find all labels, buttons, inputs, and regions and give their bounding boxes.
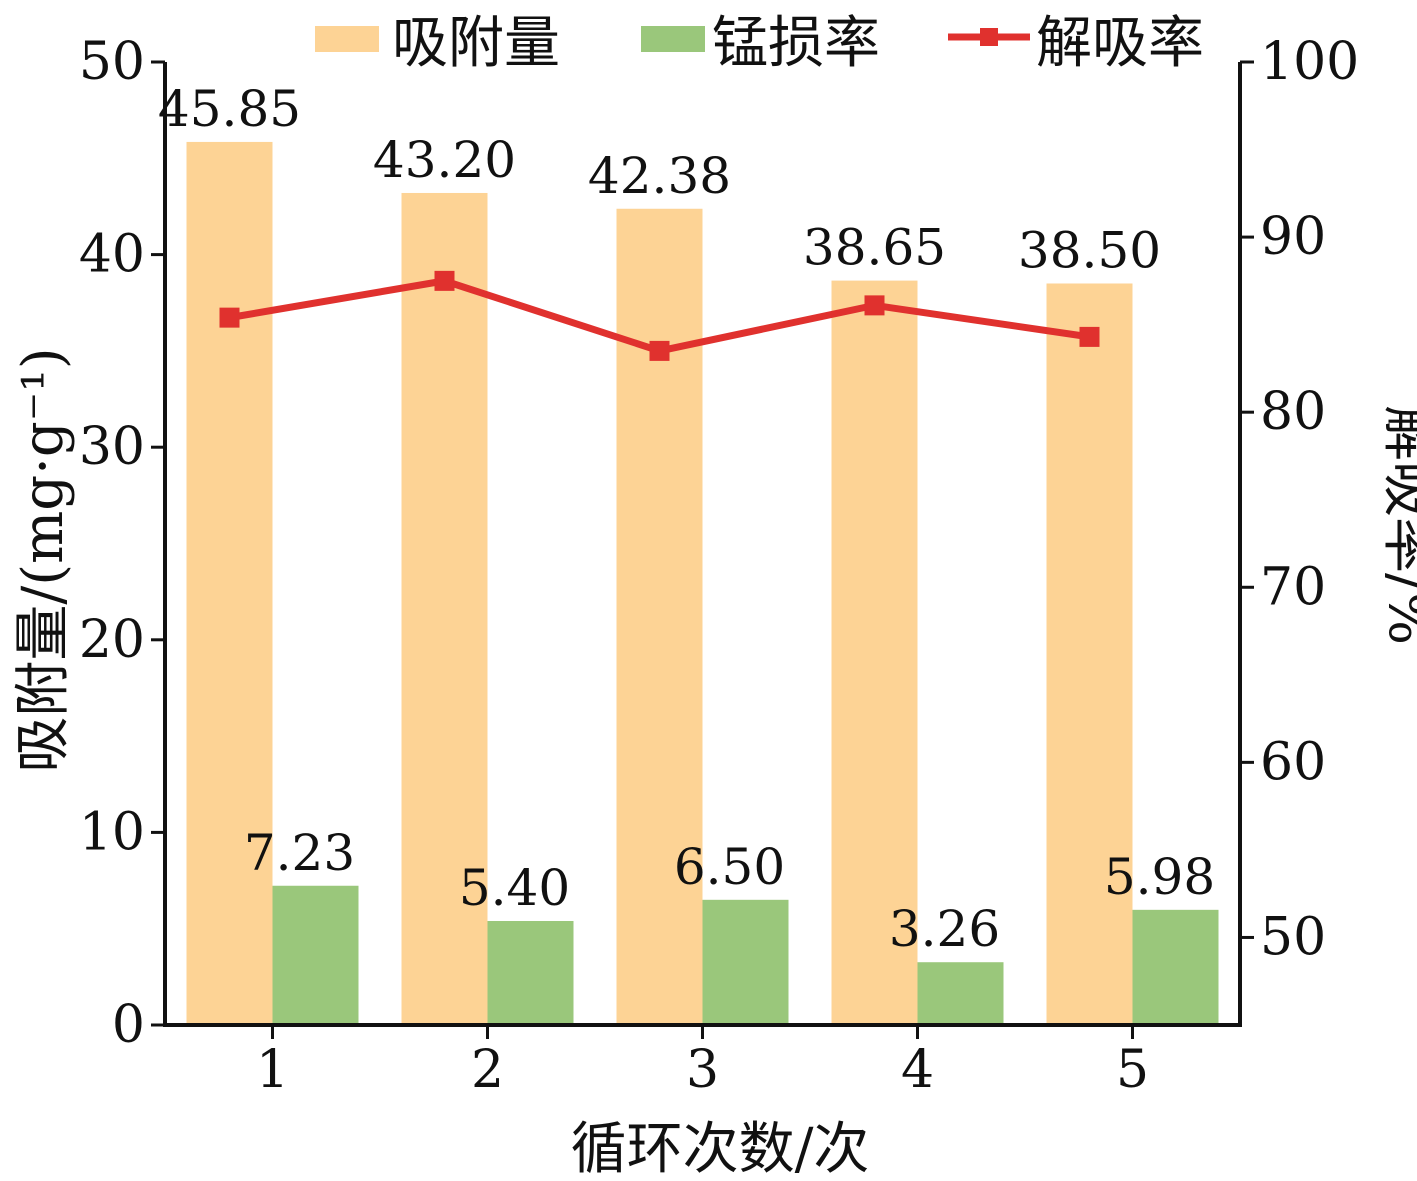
data-label-adsorption: 38.50 — [1018, 221, 1161, 279]
y-tick-label-right: 100 — [1260, 32, 1359, 92]
axes-layer: 0 10 20 30 40 50 50 60 70 80 90 100 1 2 3 4 5 — [79, 32, 1359, 1100]
legend-label-adsorption: 吸附量 — [392, 11, 560, 76]
legend-swatch-mn-loss — [641, 26, 705, 52]
data-label-adsorption: 45.85 — [158, 80, 301, 138]
bar-adsorption — [1046, 283, 1133, 1025]
y-tick-label-right: 80 — [1260, 382, 1326, 442]
bar-mn-loss — [487, 920, 574, 1025]
marker-desorption — [219, 307, 240, 328]
legend-swatch-adsorption — [315, 26, 379, 52]
y-tick-label-right: 90 — [1260, 207, 1326, 267]
bar-mn-loss — [917, 962, 1004, 1025]
y-tick-label-left: 10 — [79, 802, 145, 862]
data-label-adsorption: 38.65 — [803, 219, 946, 277]
x-axis-title: 循环次数/次 — [571, 1117, 870, 1181]
x-tick-label: 1 — [256, 1040, 289, 1100]
y-tick-label-left: 40 — [79, 225, 145, 285]
data-label-adsorption: 43.20 — [373, 131, 516, 189]
data-label-adsorption: 42.38 — [588, 147, 731, 205]
data-label-mn-loss: 7.23 — [244, 824, 355, 882]
bar-adsorption — [401, 192, 488, 1025]
legend-label-desorption: 解吸率 — [1036, 11, 1204, 76]
x-tick-label: 3 — [686, 1040, 719, 1100]
legend-marker-desorption — [980, 28, 998, 46]
y-axis-title-left: 吸附量/(mg·g⁻¹) — [11, 347, 76, 772]
y-tick-label-right: 60 — [1260, 732, 1326, 792]
bar-adsorption — [186, 141, 273, 1025]
marker-desorption — [434, 270, 455, 291]
y-tick-label-left: 0 — [112, 995, 145, 1055]
data-label-mn-loss: 5.40 — [459, 859, 570, 917]
y-tick-label-right: 70 — [1260, 557, 1326, 617]
bar-mn-loss — [1132, 909, 1219, 1025]
legend: 吸附量 锰损率 解吸率 — [315, 11, 1204, 76]
data-label-mn-loss: 5.98 — [1104, 848, 1215, 906]
data-label-mn-loss: 3.26 — [889, 900, 1000, 958]
x-tick-label: 2 — [471, 1040, 504, 1100]
y-axis-title-right: 解吸率/% — [1376, 405, 1417, 645]
marker-desorption — [649, 340, 670, 361]
y-tick-label-left: 50 — [79, 32, 145, 92]
y-tick-label-right: 50 — [1260, 907, 1326, 967]
y-tick-label-left: 30 — [79, 417, 145, 477]
line-layer — [219, 270, 1100, 361]
data-label-mn-loss: 6.50 — [674, 838, 785, 896]
bars-layer: 45.85 7.23 43.20 5.40 42.38 6.50 38.65 3.26 38.5… — [158, 80, 1219, 1025]
bar-mn-loss — [702, 899, 789, 1025]
bar-adsorption — [831, 280, 918, 1025]
x-tick-label: 4 — [901, 1040, 934, 1100]
marker-desorption — [1079, 326, 1100, 347]
y-tick-label-left: 20 — [79, 610, 145, 670]
legend-label-mn-loss: 锰损率 — [712, 11, 880, 76]
marker-desorption — [864, 295, 885, 316]
bar-adsorption — [616, 208, 703, 1025]
x-tick-label: 5 — [1116, 1040, 1149, 1100]
bar-mn-loss — [272, 885, 359, 1025]
